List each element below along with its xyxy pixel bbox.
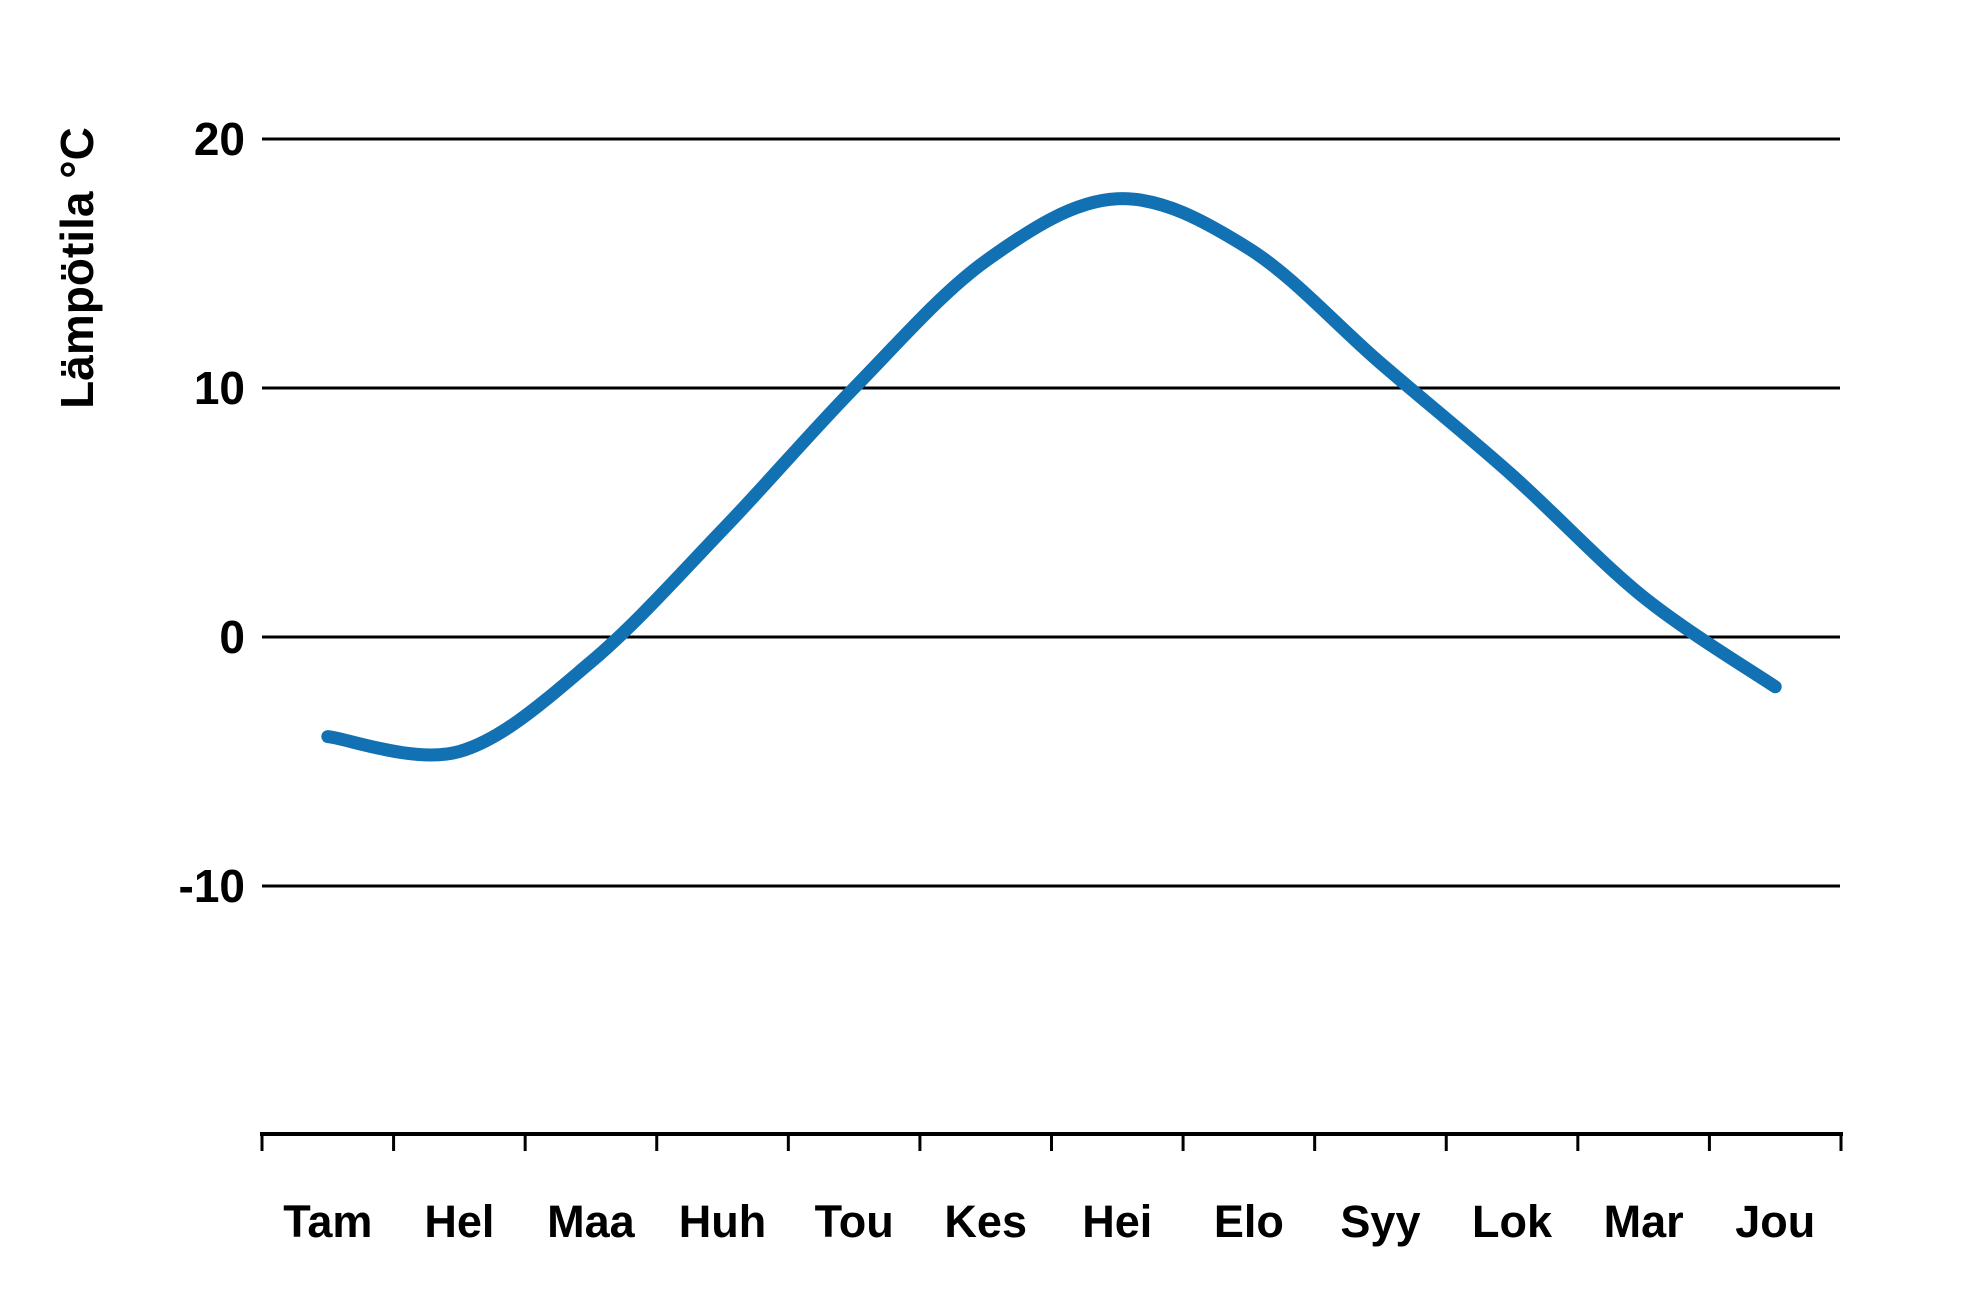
y-axis-title: Lämpötila °C bbox=[51, 127, 103, 409]
y-tick-label: 20 bbox=[194, 113, 245, 165]
month-label: Elo bbox=[1214, 1196, 1284, 1247]
month-label: Kes bbox=[944, 1196, 1027, 1247]
month-label: Maa bbox=[547, 1196, 636, 1247]
y-axis-tick-labels: 20 10 0 -10 bbox=[179, 113, 245, 912]
month-label: Tam bbox=[283, 1196, 372, 1247]
temperature-line bbox=[321, 192, 1782, 762]
month-label: Hei bbox=[1082, 1196, 1152, 1247]
month-label: Lok bbox=[1472, 1196, 1553, 1247]
month-label: Huh bbox=[679, 1196, 766, 1247]
y-tick-label: 0 bbox=[219, 611, 245, 663]
x-axis bbox=[260, 1132, 1843, 1151]
month-label: Syy bbox=[1340, 1196, 1420, 1247]
month-label: Hel bbox=[424, 1196, 494, 1247]
month-label: Mar bbox=[1604, 1196, 1684, 1247]
month-label: Tou bbox=[815, 1196, 894, 1247]
month-label: Jou bbox=[1735, 1196, 1815, 1247]
y-tick-label: -10 bbox=[179, 860, 245, 912]
y-tick-label: 10 bbox=[194, 362, 245, 414]
gridlines bbox=[262, 137, 1840, 888]
x-axis-month-labels: Tam Hel Maa Huh Tou Kes Hei Elo Syy Lok Mar Jou bbox=[283, 1196, 1815, 1247]
